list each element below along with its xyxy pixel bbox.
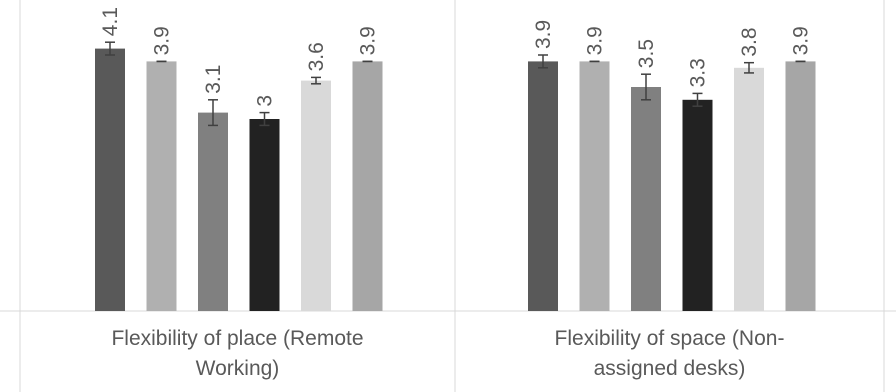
bar-g1-s6 <box>352 61 383 312</box>
data-label-g1-s2: 3.9 <box>151 26 174 55</box>
data-label-g1-s1: 4.1 <box>99 7 122 36</box>
data-label-g2-s6: 3.9 <box>790 26 813 55</box>
category-label-2-line-1: Flexibility of space (Non- <box>555 327 785 350</box>
bar-g2-s5 <box>734 67 764 311</box>
bar-g1-s1 <box>95 48 125 311</box>
data-label-g2-s2: 3.9 <box>584 26 607 55</box>
bar-g2-s1 <box>528 61 558 312</box>
data-label-g1-s5: 3.6 <box>305 42 328 71</box>
bar-g2-s4 <box>682 99 713 311</box>
bar-g1-s3 <box>198 112 228 311</box>
data-label-g2-s4: 3.3 <box>687 58 710 87</box>
bar-g1-s5 <box>301 80 331 311</box>
bar-g1-s4 <box>249 119 280 311</box>
data-label-g2-s3: 3.5 <box>635 39 658 68</box>
category-label-2-line-2: assigned desks) <box>594 357 746 380</box>
data-label-g2-s1: 3.9 <box>532 20 555 49</box>
bar-g2-s2 <box>579 61 610 312</box>
data-label-g1-s4: 3 <box>254 95 277 107</box>
bar-g2-s6 <box>785 61 816 312</box>
category-label-1-line-2: Working) <box>196 357 280 380</box>
category-label-1-line-1: Flexibility of place (Remote <box>111 327 363 350</box>
bar-g1-s2 <box>146 61 177 312</box>
data-label-g1-s6: 3.9 <box>357 26 380 55</box>
data-label-g1-s3: 3.1 <box>202 65 225 94</box>
bar-g2-s3 <box>631 87 661 311</box>
data-label-g2-s5: 3.8 <box>738 27 761 56</box>
